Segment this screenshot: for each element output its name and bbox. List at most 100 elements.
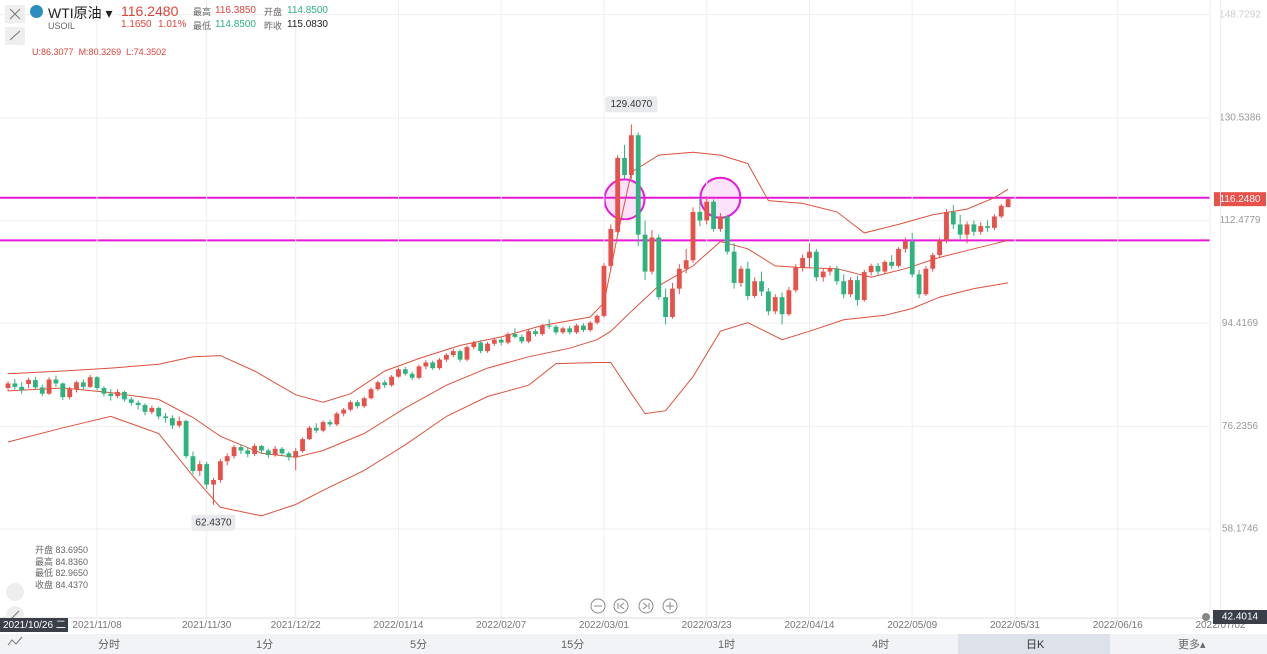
candle-body xyxy=(553,326,559,333)
candle-body xyxy=(327,422,333,425)
nav-buttons[interactable] xyxy=(590,598,678,614)
candle-body xyxy=(74,382,79,390)
tab[interactable]: 4时 xyxy=(872,639,890,651)
candle-body xyxy=(498,339,504,343)
candle-body xyxy=(176,420,182,426)
candle-body xyxy=(217,461,223,481)
candle-body xyxy=(731,251,737,283)
tab[interactable]: 1时 xyxy=(718,639,736,651)
candle-body xyxy=(183,420,189,457)
tab[interactable]: 5分 xyxy=(410,639,428,651)
candle-body xyxy=(567,328,573,333)
candle-body xyxy=(738,268,744,283)
tool-button[interactable] xyxy=(6,583,24,601)
candle-body xyxy=(800,257,806,268)
stat-value: 116.3850 xyxy=(215,5,256,16)
ohlc-high: 最高 84.8360 xyxy=(35,556,89,567)
candle-body xyxy=(142,405,148,412)
stat-value: 114.8500 xyxy=(287,5,328,16)
x-tick-label: 2022/05/09 xyxy=(887,620,937,631)
candle-body xyxy=(964,224,970,235)
stat-value: 114.8500 xyxy=(215,19,256,30)
candle-body xyxy=(909,241,915,275)
x-tick-label: 2021/11/30 xyxy=(182,620,232,631)
candle-body xyxy=(108,393,114,396)
candle-body xyxy=(197,464,203,471)
candle-body xyxy=(259,445,264,451)
candle-body xyxy=(539,325,545,335)
candle-body xyxy=(759,281,764,292)
candle-body xyxy=(923,268,929,295)
tab-active[interactable]: 日K xyxy=(1026,639,1045,651)
candle-body xyxy=(67,389,73,398)
alert-icon[interactable] xyxy=(1202,613,1210,621)
candle-body xyxy=(87,377,93,387)
candle-body xyxy=(437,359,442,369)
candle-body xyxy=(389,376,395,386)
candle-body xyxy=(807,251,812,258)
candle-body xyxy=(813,251,819,278)
candle-body xyxy=(368,389,374,399)
candle-body xyxy=(457,351,463,360)
candle-body xyxy=(779,297,785,315)
candle-body xyxy=(772,297,778,312)
candle-body xyxy=(793,267,799,291)
bollinger-band xyxy=(7,282,1009,517)
candle-body xyxy=(491,339,497,344)
candle-body xyxy=(224,456,230,462)
candle-body xyxy=(238,447,244,451)
candle-body xyxy=(697,211,703,221)
candle-body xyxy=(163,416,168,419)
candle-body xyxy=(94,377,100,389)
left-toolbar[interactable] xyxy=(5,5,25,646)
candle-body xyxy=(724,216,730,252)
candle-body xyxy=(649,237,655,272)
symbol: USOIL xyxy=(48,21,76,31)
candle-body xyxy=(464,347,470,360)
candle-body xyxy=(752,281,758,296)
candle-body xyxy=(855,280,860,300)
x-tick-label: 2022/04/14 xyxy=(784,620,834,631)
last-price-tag xyxy=(1214,192,1266,207)
overlay: 129.4070 62.4370 116.2480 xyxy=(0,96,1266,531)
candle-body xyxy=(334,413,340,425)
candle-body xyxy=(485,343,490,352)
candle-body xyxy=(574,325,579,333)
lower: L:74.3502 xyxy=(126,47,167,57)
symbol-icon xyxy=(30,5,43,18)
x-tick-label: 2022/06/16 xyxy=(1093,620,1143,631)
candle-body xyxy=(252,445,258,454)
candle-body xyxy=(156,407,162,417)
candle-body xyxy=(937,240,943,256)
icon xyxy=(617,602,625,610)
bollinger-band xyxy=(7,239,1009,458)
stat-label: 最高 xyxy=(193,7,212,17)
candle-body xyxy=(80,382,86,387)
candle-body xyxy=(122,391,127,400)
candle-body xyxy=(916,274,922,295)
tab-bar xyxy=(0,634,1267,654)
candle-body xyxy=(272,448,278,456)
instrument-name[interactable]: WTI原油 ▾ xyxy=(48,5,113,21)
tab[interactable]: 分时 xyxy=(98,639,120,651)
y-tick-label: 58.1746 xyxy=(1222,524,1259,535)
tab[interactable]: 更多▴ xyxy=(1178,639,1206,651)
tab[interactable]: 1分 xyxy=(256,639,274,651)
grid: 148.7292 130.5386 112.4779 94.4169 76.2356 58… xyxy=(0,0,1261,631)
candle-body xyxy=(307,427,312,440)
candle-body xyxy=(354,402,360,407)
candle-body xyxy=(320,422,326,431)
ohlc-close: 收盘 84.4370 xyxy=(35,579,89,590)
candle-body xyxy=(546,325,552,327)
candle-body xyxy=(526,331,532,342)
indicator-icon[interactable] xyxy=(7,636,23,646)
candle-body xyxy=(348,402,353,410)
candle-body xyxy=(985,226,990,228)
candle-body xyxy=(690,211,696,261)
stat-value: 115.0830 xyxy=(287,19,328,30)
max-label-box xyxy=(605,96,658,113)
candle-body xyxy=(286,453,292,458)
candle-body xyxy=(115,391,121,396)
tab[interactable]: 15分 xyxy=(561,639,585,651)
